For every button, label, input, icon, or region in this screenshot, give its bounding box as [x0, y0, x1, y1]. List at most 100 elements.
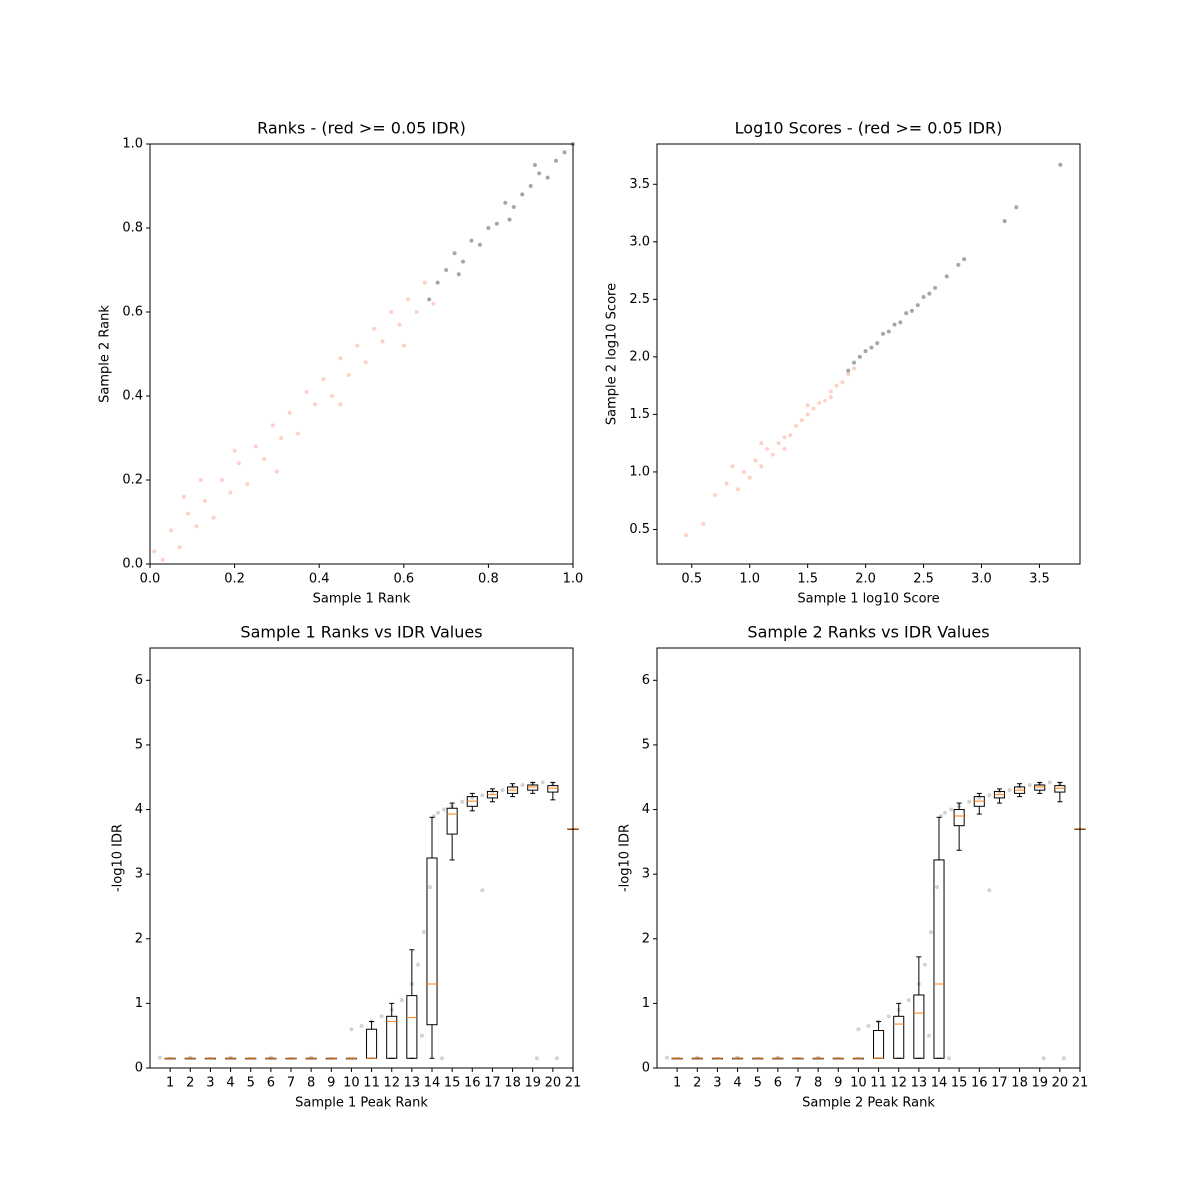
point [828, 395, 833, 400]
point [736, 487, 741, 492]
point [440, 1056, 445, 1061]
axes-frame [149, 647, 574, 1069]
x-tick-label: 0.8 [478, 572, 499, 587]
box [893, 1015, 905, 1059]
x-tick-label: 7 [287, 1076, 295, 1091]
y-tick-label: 0.0 [122, 557, 143, 572]
y-tick-label: 1.5 [629, 407, 650, 422]
chart-title: Log10 Scores - (red >= 0.05 IDR) [735, 119, 1003, 138]
point [460, 799, 465, 804]
point [312, 402, 317, 407]
x-tick-label: 0.4 [309, 572, 330, 587]
point [898, 320, 903, 325]
point [532, 163, 537, 167]
point [934, 885, 939, 890]
point [422, 280, 427, 285]
y-axis-label: Sample 2 log10 Score [605, 283, 620, 425]
point [915, 303, 920, 308]
x-tick-label: 9 [327, 1076, 335, 1091]
point [219, 478, 224, 482]
x-tick-label: 2 [693, 1076, 701, 1091]
point [770, 452, 775, 457]
x-tick-label: 19 [524, 1076, 541, 1091]
point [415, 962, 420, 967]
point [852, 366, 857, 371]
point [747, 475, 752, 480]
x-tick-label: 13 [911, 1076, 928, 1091]
box [527, 784, 539, 791]
point [933, 285, 938, 290]
box [386, 1015, 398, 1059]
point [886, 1014, 891, 1019]
y-tick-label: 0.2 [122, 473, 143, 488]
y-tick-label: 1.0 [629, 464, 650, 479]
point [236, 461, 241, 466]
point [701, 521, 706, 526]
point [177, 545, 182, 550]
y-tick-label: 4 [642, 802, 650, 817]
point [683, 533, 688, 538]
x-tick-label: 2 [186, 1076, 194, 1091]
point [554, 158, 559, 163]
box [446, 807, 458, 835]
point [500, 788, 505, 793]
y-tick-label: 0.6 [122, 305, 143, 320]
point [805, 403, 810, 408]
point [927, 291, 932, 296]
point [823, 398, 828, 403]
x-tick-label: 12 [383, 1076, 400, 1091]
point [304, 389, 309, 394]
point [520, 782, 525, 787]
x-tick-label: 15 [951, 1076, 968, 1091]
x-tick-label: 3.5 [1029, 572, 1050, 587]
point [947, 1056, 952, 1061]
y-tick-label: 3 [135, 867, 143, 882]
point [186, 511, 191, 516]
point [379, 1014, 384, 1019]
point [967, 799, 972, 804]
point [486, 226, 491, 230]
point [805, 412, 810, 417]
point [399, 998, 404, 1003]
point [359, 1024, 364, 1028]
chart-title: Sample 1 Ranks vs IDR Values [240, 623, 482, 642]
x-tick-label: 16 [971, 1076, 988, 1091]
point [158, 1055, 163, 1060]
y-tick-label: 3.0 [629, 234, 650, 249]
x-tick-label: 15 [444, 1076, 461, 1091]
point [401, 343, 406, 348]
point [943, 810, 948, 815]
point [834, 383, 839, 388]
point [427, 297, 432, 302]
point [414, 310, 419, 314]
x-tick-label: 0.2 [224, 572, 245, 587]
point [194, 524, 199, 529]
x-tick-label: 21 [1072, 1076, 1089, 1091]
y-tick-label: 3 [642, 867, 650, 882]
point [987, 793, 992, 798]
point [160, 557, 165, 562]
point [875, 341, 880, 346]
x-tick-label: 8 [814, 1076, 822, 1091]
point [794, 423, 799, 428]
y-tick-label: 3.5 [629, 177, 650, 192]
point [922, 962, 927, 967]
x-tick-label: 1 [166, 1076, 174, 1091]
y-axis-label: Sample 2 Rank [98, 305, 113, 403]
point [279, 436, 284, 440]
point [338, 356, 343, 361]
point [906, 998, 911, 1003]
point [372, 326, 377, 331]
axes-frame [149, 143, 574, 565]
point [765, 446, 770, 451]
point [211, 515, 216, 520]
x-tick-label: 20 [545, 1076, 562, 1091]
point [724, 481, 729, 486]
axes-frame [656, 647, 1081, 1069]
y-axis-label: -log10 IDR [618, 824, 633, 892]
point [169, 528, 174, 533]
point [1047, 780, 1052, 785]
point [181, 494, 186, 499]
box [426, 857, 438, 1026]
box [366, 1028, 378, 1059]
